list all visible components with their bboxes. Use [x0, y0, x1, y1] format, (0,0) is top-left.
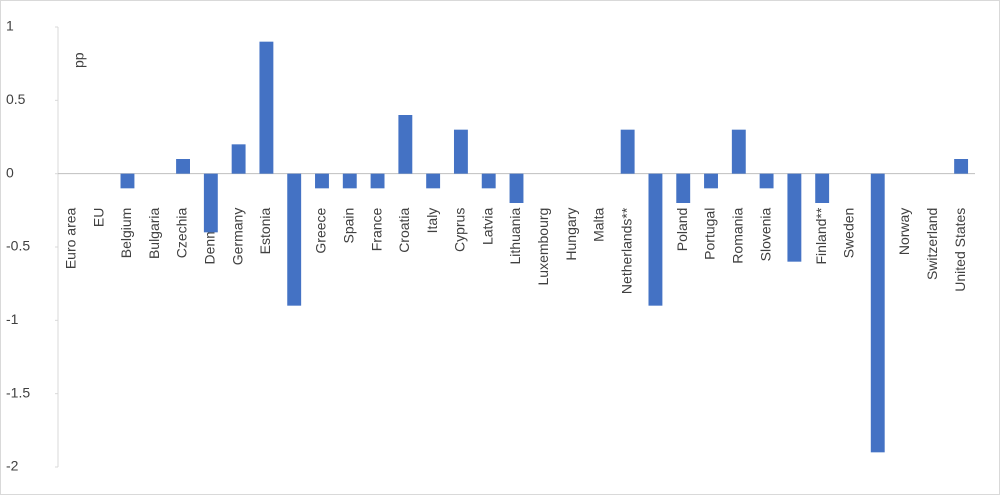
x-tick-label: Spain — [340, 208, 356, 244]
y-tick-label: -2 — [6, 458, 19, 474]
bar — [203, 173, 218, 233]
x-tick-label: Germany — [229, 208, 245, 266]
bar — [676, 173, 691, 203]
bar — [426, 173, 441, 189]
x-tick-label: Finland** — [813, 207, 829, 264]
bar — [731, 129, 746, 174]
y-tick-label: -1.5 — [6, 384, 30, 400]
bar — [481, 173, 496, 189]
bar — [787, 173, 802, 262]
x-tick-label: Netherlands** — [618, 207, 634, 294]
y-tick-label: 0.5 — [6, 91, 26, 107]
bar — [120, 173, 135, 189]
x-tick-label: Bulgaria — [146, 207, 162, 259]
bar — [870, 173, 885, 453]
x-tick-label: Luxembourg — [535, 208, 551, 286]
x-tick-label: Belgium — [118, 208, 134, 259]
bar — [759, 173, 774, 189]
x-tick-label: Slovenia — [757, 207, 773, 261]
bar — [315, 173, 329, 189]
x-tick-label: Hungary — [563, 208, 579, 261]
y-tick-label: -1 — [6, 311, 19, 327]
x-tick-label: Italy — [424, 208, 440, 234]
x-tick-label: EU — [90, 208, 106, 227]
y-tick-label: -0.5 — [6, 238, 30, 254]
x-tick-label: Estonia — [257, 207, 273, 254]
bar — [620, 129, 635, 174]
x-tick-label: Latvia — [479, 207, 495, 245]
bar — [398, 115, 413, 174]
x-tick-label: Lithuania — [507, 207, 523, 264]
x-tick-label: France — [368, 207, 384, 251]
bar — [509, 173, 524, 203]
y-axis-label: pp — [71, 52, 87, 68]
x-tick-label: Switzerland — [924, 208, 940, 280]
bar — [231, 144, 246, 174]
x-tick-label: Sweden — [841, 208, 857, 259]
x-tick-label: Greece — [313, 207, 329, 253]
x-tick-label: Czechia — [174, 207, 190, 258]
x-tick-label: Malta — [591, 207, 607, 241]
bar — [453, 129, 468, 174]
bar — [342, 173, 357, 189]
bar — [815, 173, 830, 203]
x-tick-label: Romania — [730, 207, 746, 263]
x-tick-label: Euro area — [63, 207, 79, 269]
bar — [176, 159, 190, 174]
y-tick-label: 0 — [6, 164, 14, 180]
bar — [704, 173, 718, 189]
x-tick-label: United States — [952, 208, 968, 292]
x-tick-label: Norway — [896, 208, 912, 255]
bar — [954, 159, 969, 174]
x-tick-label: Cyprus — [452, 208, 468, 252]
bar — [370, 173, 385, 189]
bar — [648, 173, 663, 306]
x-tick-label: Croatia — [396, 207, 412, 252]
y-tick-label: 1 — [6, 18, 14, 34]
bar — [259, 41, 274, 174]
x-tick-label: Portugal — [702, 208, 718, 260]
x-tick-label: Poland — [674, 208, 690, 252]
bar — [287, 173, 302, 306]
